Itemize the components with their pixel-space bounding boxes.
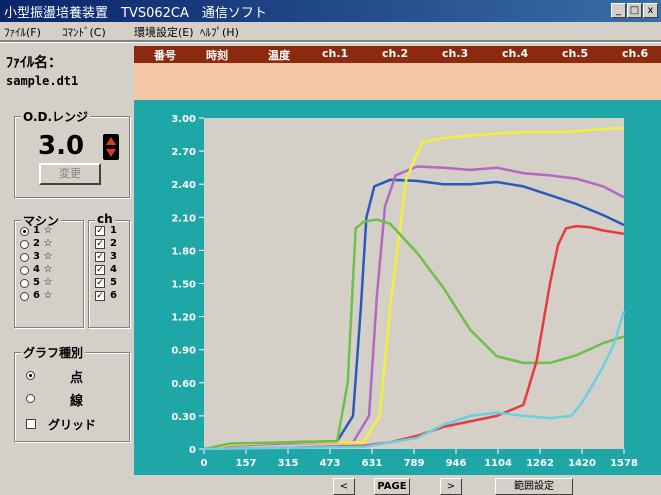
file-name-label: ﾌｧｲﾙ名： — [6, 55, 62, 71]
spinner-arrows-icon — [106, 137, 116, 157]
graph-type-group: グラフ種別 — [14, 344, 130, 442]
menu-divider — [0, 40, 661, 43]
series-line-6 — [203, 310, 626, 451]
y-tick-label: 2.10 — [171, 213, 196, 224]
page-button[interactable]: PAGE — [374, 478, 410, 495]
window-title: 小型振盪培養装置 TVS062CA 通信ソフト — [4, 6, 267, 21]
channel-option-4: 4 — [110, 264, 117, 275]
channel-option-2: 2 — [110, 238, 117, 249]
od-chart: 3.00 2.70 2.40 2.10 1.80 1.50 1.20 0.90 0.60 0.30… — [171, 114, 638, 469]
y-tick-label: 0 — [189, 445, 196, 456]
grid-label: グリッド — [48, 418, 97, 432]
plot-area — [204, 118, 624, 449]
menu-settings[interactable]: 環境設定(E) — [134, 26, 194, 39]
machine-radio-1[interactable] — [20, 227, 29, 236]
prev-page-button[interactable]: < — [333, 478, 355, 495]
channel-group: ch — [88, 212, 130, 328]
channel-option-1: 1 — [110, 225, 117, 236]
x-tick-label: 473 — [320, 458, 341, 469]
range-settings-button[interactable]: 範囲設定 — [495, 478, 573, 495]
machine-option-6: 6 ☆ — [33, 290, 53, 301]
od-range-value: 3.0 — [38, 131, 85, 161]
maximize-button[interactable]: □ — [627, 3, 642, 18]
channel-checkbox-1[interactable]: ✓ — [95, 226, 105, 236]
x-tick-label: 1104 — [484, 458, 512, 469]
graph-type-radio-lines[interactable] — [26, 394, 35, 403]
header-ch2: ch.2 — [382, 47, 409, 60]
machine-radio-5[interactable] — [20, 279, 29, 288]
channel-checkbox-2[interactable]: ✓ — [95, 239, 105, 249]
channel-checkbox-4[interactable]: ✓ — [95, 265, 105, 275]
graph-type-points-label: 点 — [70, 371, 84, 386]
od-range-group: O.D.レンジ — [14, 108, 130, 198]
machine-radio-3[interactable] — [20, 253, 29, 262]
y-tick-label: 0.90 — [171, 346, 196, 357]
menu-help[interactable]: ﾍﾙﾌﾟ(H) — [200, 26, 239, 39]
machine-option-3: 3 ☆ — [33, 251, 53, 262]
y-tick-label: 0.60 — [171, 379, 196, 390]
channel-option-6: 6 — [110, 290, 117, 301]
menu-command[interactable]: ｺﾏﾝﾄﾞ(C) — [62, 26, 106, 39]
channel-option-5: 5 — [110, 277, 117, 288]
x-tick-label: 0 — [201, 458, 208, 469]
header-ch1: ch.1 — [322, 47, 349, 60]
channel-checkbox-6[interactable]: ✓ — [95, 291, 105, 301]
channel-option-3: 3 — [110, 251, 117, 262]
header-ch3: ch.3 — [442, 47, 469, 60]
graph-type-label: グラフ種別 — [21, 344, 86, 361]
header-ch6: ch.6 — [622, 47, 649, 60]
grid-checkbox[interactable] — [26, 419, 36, 429]
graph-type-radio-points[interactable] — [26, 371, 35, 380]
machine-option-2: 2 ☆ — [33, 238, 53, 249]
menu-file[interactable]: ﾌｧｲﾙ(F) — [4, 26, 41, 39]
x-tick-label: 1420 — [568, 458, 596, 469]
od-range-label: O.D.レンジ — [21, 108, 91, 125]
header-temperature: 温度 — [268, 49, 290, 62]
od-range-spinner[interactable] — [103, 134, 119, 160]
change-button[interactable]: 変更 — [39, 163, 101, 185]
machine-radio-6[interactable] — [20, 292, 29, 301]
header-ch5: ch.5 — [562, 47, 589, 60]
y-tick-label: 1.80 — [171, 246, 196, 257]
x-tick-label: 789 — [404, 458, 425, 469]
x-tick-label: 315 — [278, 458, 299, 469]
x-tick-label: 631 — [362, 458, 383, 469]
machine-radio-2[interactable] — [20, 240, 29, 249]
y-tick-label: 2.70 — [171, 147, 196, 158]
y-tick-label: 2.40 — [171, 180, 196, 191]
y-tick-label: 3.00 — [171, 114, 196, 125]
next-page-button[interactable]: > — [440, 478, 462, 495]
machine-group: マシン — [14, 212, 84, 328]
header-number: 番号 — [154, 49, 176, 62]
graph-type-lines-label: 線 — [70, 394, 84, 409]
close-button[interactable]: x — [643, 3, 658, 18]
machine-radio-4[interactable] — [20, 266, 29, 275]
channel-label: ch — [95, 212, 115, 226]
y-tick-label: 1.50 — [171, 280, 196, 291]
x-tick-label: 946 — [446, 458, 467, 469]
machine-option-4: 4 ☆ — [33, 264, 53, 275]
file-name: sample.dt1 — [6, 74, 79, 88]
menu-bar: ﾌｧｲﾙ(F) ｺﾏﾝﾄﾞ(C) 環境設定(E) ﾍﾙﾌﾟ(H) — [0, 22, 661, 40]
x-tick-label: 157 — [236, 458, 257, 469]
header-time: 時刻 — [206, 49, 228, 62]
data-header-row: 番号 時刻 温度 ch.1 ch.2 ch.3 ch.4 ch.5 ch.6 — [134, 46, 661, 63]
machine-option-1: 1 ☆ — [33, 225, 53, 236]
x-tick-label: 1578 — [610, 458, 638, 469]
minimize-button[interactable]: _ — [611, 3, 626, 18]
header-ch4: ch.4 — [502, 47, 529, 60]
machine-label: マシン — [21, 212, 62, 229]
y-tick-label: 0.30 — [171, 412, 196, 423]
title-bar — [0, 0, 661, 22]
y-tick-label: 1.20 — [171, 313, 196, 324]
channel-checkbox-3[interactable]: ✓ — [95, 252, 105, 262]
channel-checkbox-5[interactable]: ✓ — [95, 278, 105, 288]
series-line-4 — [203, 218, 625, 451]
x-tick-label: 1262 — [526, 458, 554, 469]
machine-option-5: 5 ☆ — [33, 277, 53, 288]
